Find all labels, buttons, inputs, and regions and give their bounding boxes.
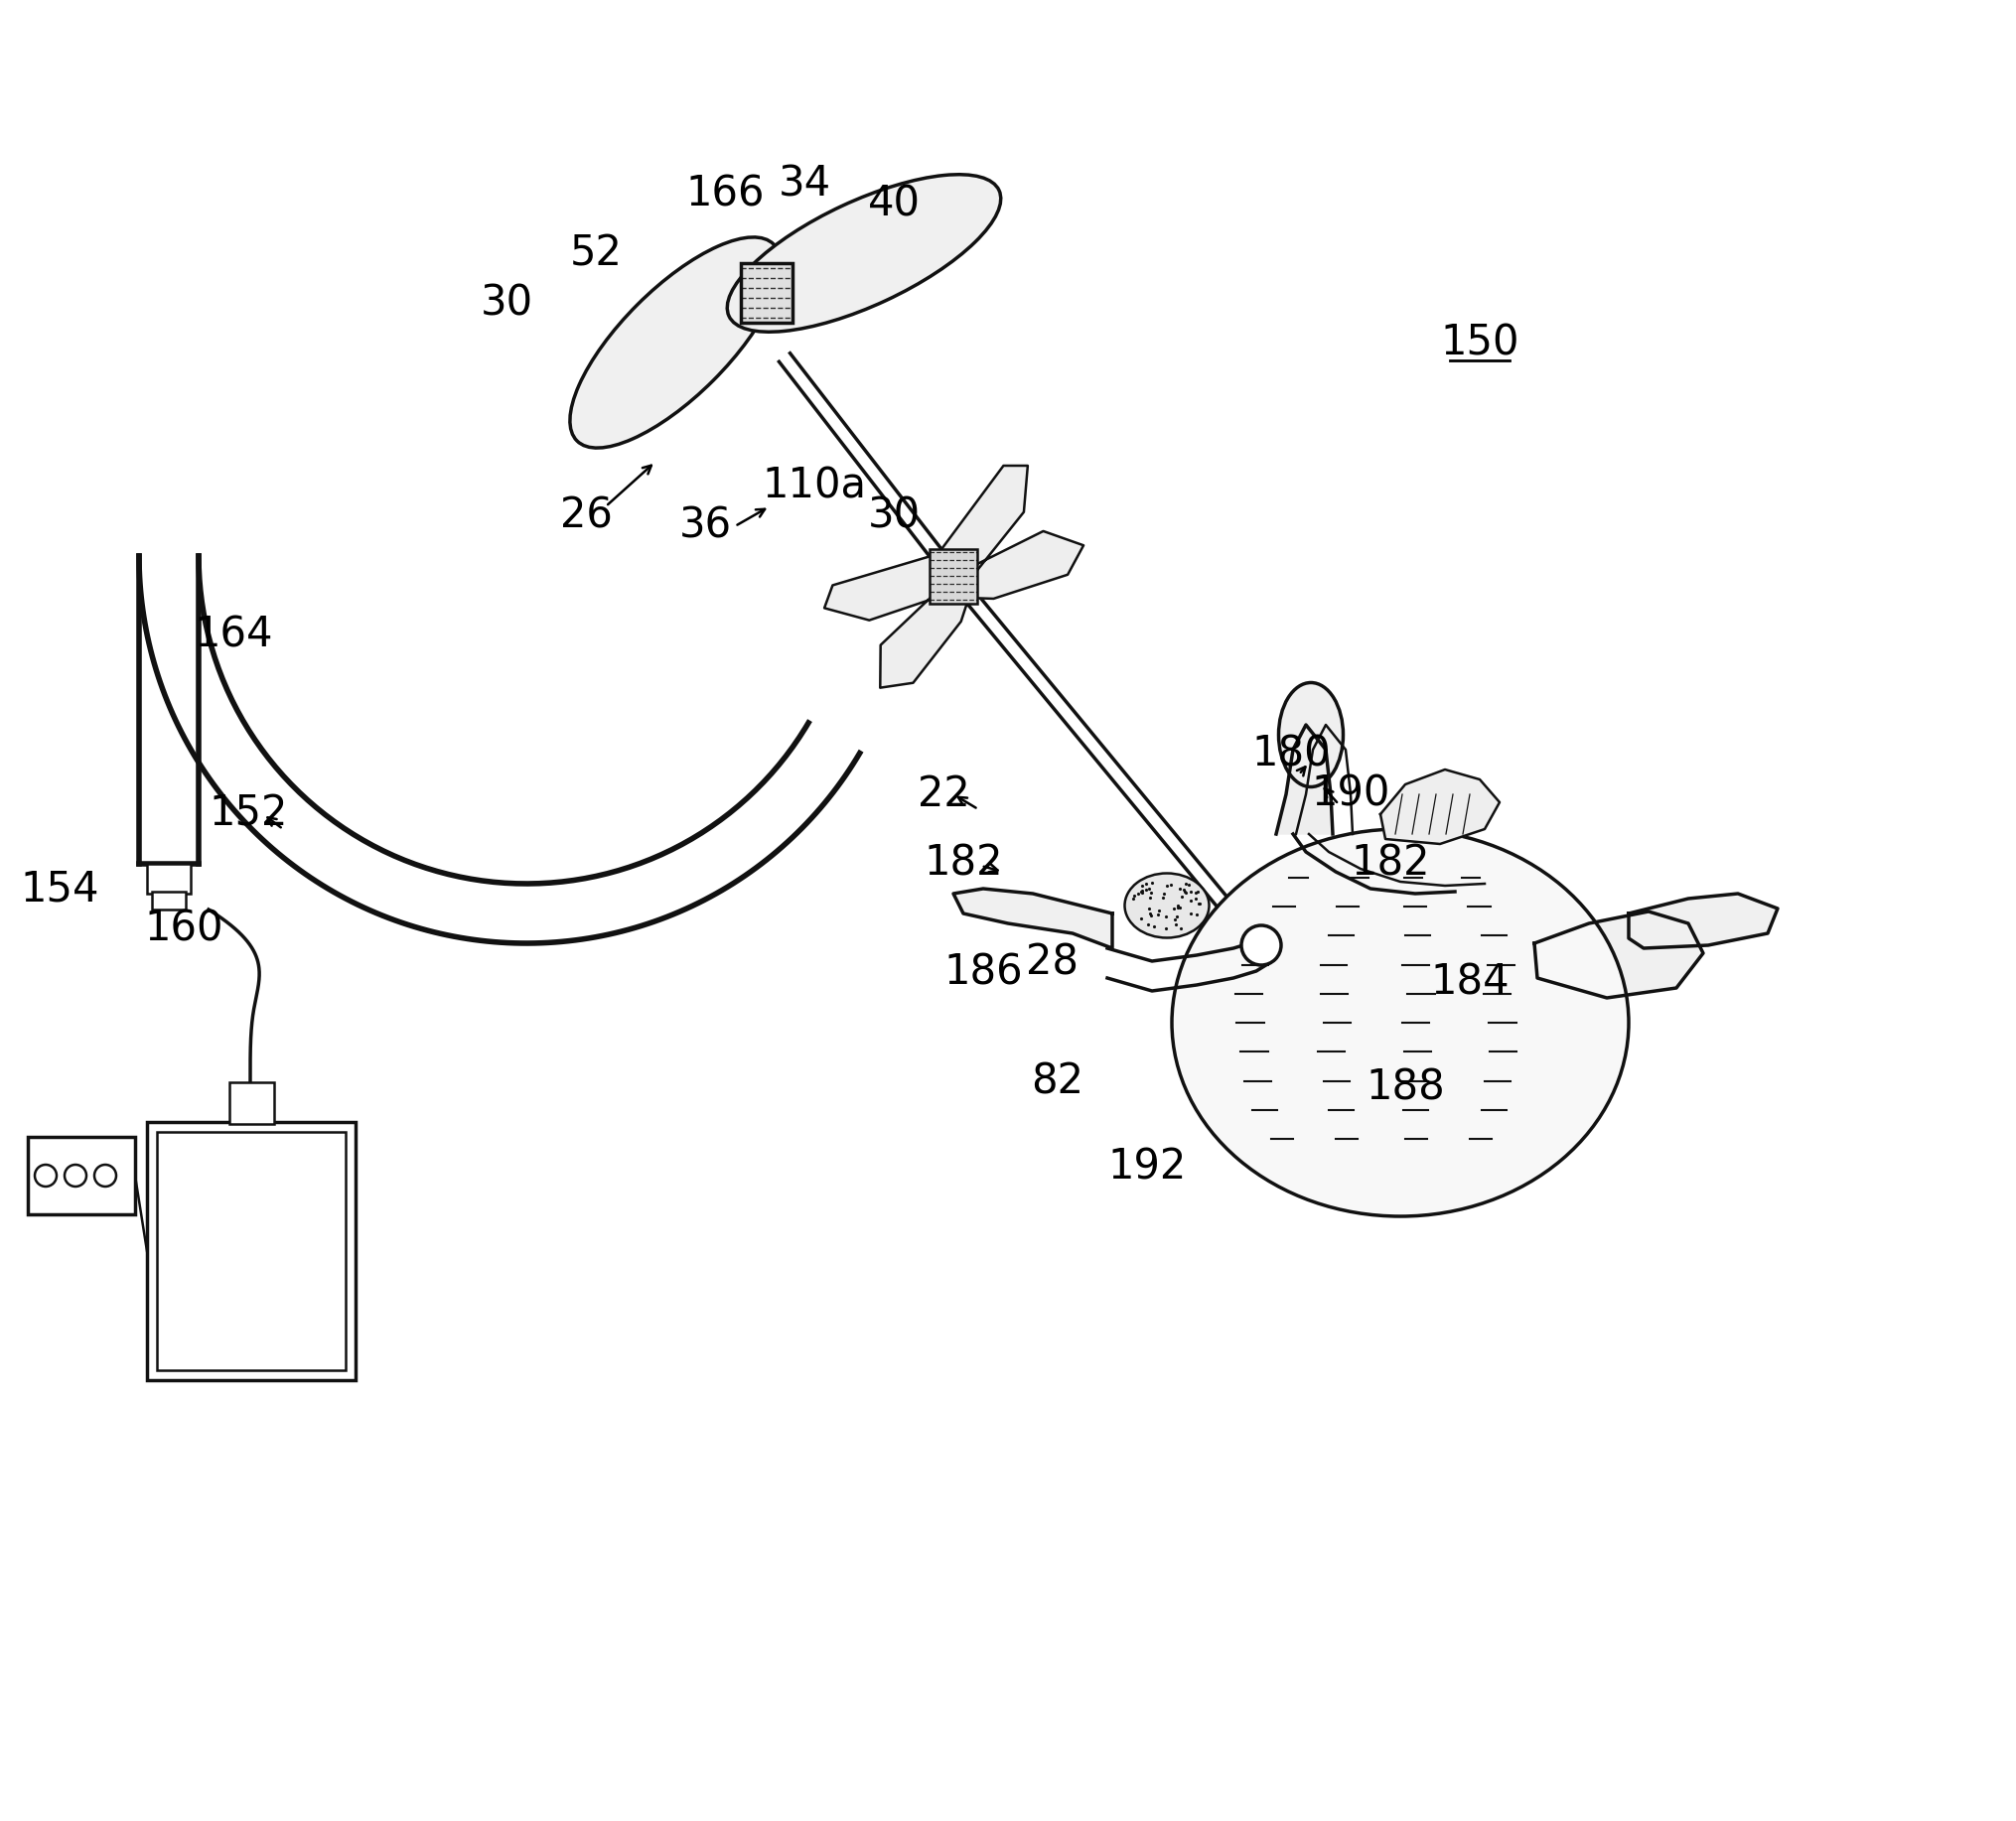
Text: 26: 26	[558, 495, 613, 537]
Polygon shape	[1534, 912, 1702, 998]
Text: 52: 52	[569, 233, 621, 273]
Polygon shape	[139, 555, 198, 863]
Polygon shape	[778, 353, 958, 581]
Polygon shape	[825, 554, 968, 688]
Text: 180: 180	[1250, 734, 1331, 776]
Text: 184: 184	[1429, 961, 1508, 1003]
Text: 22: 22	[917, 774, 970, 816]
Polygon shape	[948, 572, 1262, 947]
Text: 30: 30	[867, 495, 919, 537]
FancyBboxPatch shape	[929, 548, 976, 603]
Text: 186: 186	[943, 952, 1022, 994]
Text: 166: 166	[685, 173, 764, 215]
Polygon shape	[937, 466, 1083, 599]
Circle shape	[65, 1165, 87, 1187]
Text: 182: 182	[1351, 843, 1429, 885]
Text: 30: 30	[480, 282, 532, 324]
Text: 40: 40	[867, 182, 919, 224]
FancyBboxPatch shape	[228, 1082, 274, 1124]
Circle shape	[95, 1165, 117, 1187]
Ellipse shape	[1278, 683, 1343, 787]
FancyBboxPatch shape	[28, 1136, 135, 1215]
FancyBboxPatch shape	[151, 892, 185, 909]
Text: 28: 28	[1026, 941, 1079, 983]
Ellipse shape	[1171, 829, 1627, 1216]
Circle shape	[34, 1165, 56, 1187]
Polygon shape	[1276, 725, 1333, 834]
Polygon shape	[139, 555, 859, 943]
Text: 154: 154	[20, 869, 99, 909]
Text: 182: 182	[923, 843, 1002, 885]
Polygon shape	[1379, 770, 1498, 843]
Polygon shape	[954, 889, 1111, 949]
Text: 110a: 110a	[762, 466, 867, 508]
Polygon shape	[1627, 894, 1776, 949]
FancyBboxPatch shape	[147, 863, 192, 894]
FancyBboxPatch shape	[157, 1133, 345, 1369]
FancyBboxPatch shape	[147, 1122, 355, 1380]
Text: 160: 160	[145, 907, 224, 949]
Ellipse shape	[571, 237, 780, 448]
Text: 164: 164	[194, 615, 272, 656]
Text: 82: 82	[1030, 1062, 1083, 1104]
Text: 34: 34	[778, 162, 831, 204]
Text: 150: 150	[1439, 322, 1518, 364]
Text: 152: 152	[210, 794, 288, 836]
Ellipse shape	[728, 175, 1000, 331]
Text: 188: 188	[1365, 1067, 1443, 1109]
Ellipse shape	[1125, 874, 1208, 938]
Circle shape	[1240, 925, 1280, 965]
Text: 36: 36	[679, 506, 732, 546]
Text: 192: 192	[1107, 1145, 1185, 1187]
FancyBboxPatch shape	[740, 262, 792, 322]
Text: 190: 190	[1310, 774, 1389, 816]
